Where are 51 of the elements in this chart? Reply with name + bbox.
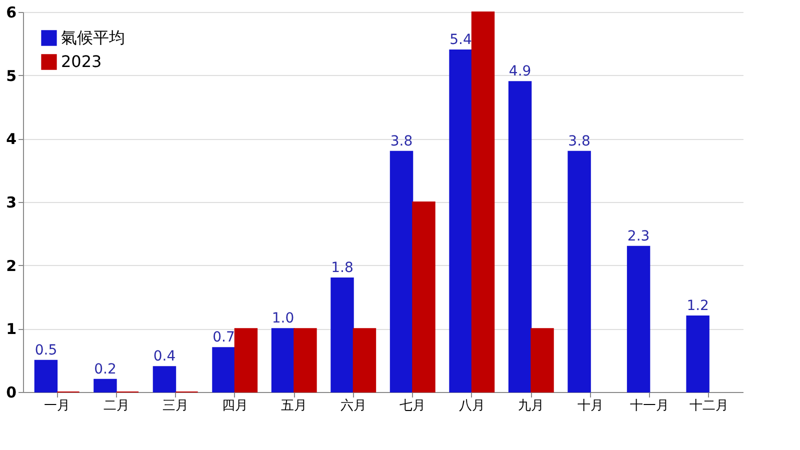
data-label: 4.9 [508, 64, 532, 80]
bar [568, 150, 591, 392]
data-label: 5.4 [450, 32, 472, 48]
bar [271, 328, 295, 392]
data-label: 3.8 [568, 133, 590, 150]
y-tick-label: 1 [6, 320, 16, 338]
data-label: 1.8 [331, 260, 354, 276]
x-tick-label: 三月 [162, 398, 189, 414]
bar [508, 81, 532, 392]
x-tick-label: 二月 [103, 398, 130, 414]
x-tick-label: 七月 [400, 398, 426, 414]
data-label: 1.2 [686, 298, 709, 314]
x-tick-label: 五月 [281, 398, 308, 414]
data-label: 0.2 [94, 361, 116, 378]
bar [626, 246, 650, 392]
data-label: 2.3 [627, 228, 650, 244]
y-tick-label: 6 [6, 4, 16, 22]
x-tick-label: 六月 [340, 398, 366, 414]
data-label: 3.8 [390, 133, 413, 150]
legend-label: 2023 [61, 52, 102, 71]
x-tick-label: 十月 [577, 398, 604, 414]
bar [412, 202, 436, 392]
x-tick-label: 八月 [458, 398, 485, 414]
bar [34, 360, 58, 392]
bar [94, 378, 117, 392]
data-label: 1.0 [272, 310, 294, 327]
bar [530, 328, 554, 392]
bar [294, 328, 317, 392]
x-tick-label: 十一月 [630, 398, 670, 414]
bar [352, 328, 376, 392]
x-tick-label: 一月 [44, 398, 70, 414]
y-tick-label: 3 [6, 194, 16, 212]
bar [152, 366, 176, 392]
y-tick-label: 2 [6, 256, 16, 275]
x-tick-label: 四月 [222, 398, 248, 414]
bar [330, 278, 354, 392]
bar [449, 50, 472, 392]
bar [686, 316, 710, 392]
legend-label: 氣候平均 [61, 28, 125, 47]
data-label: 0.5 [34, 342, 58, 358]
bar [390, 150, 414, 392]
bar [471, 12, 495, 392]
y-tick-label: 4 [6, 130, 16, 148]
data-label: 0.7 [212, 330, 235, 346]
data-label: 0.4 [153, 348, 176, 365]
bar [234, 328, 258, 392]
x-tick-label: 十二月 [689, 398, 728, 414]
x-tick-label: 九月 [518, 398, 544, 414]
y-tick-label: 5 [6, 66, 16, 85]
bar [212, 347, 236, 392]
y-tick-label: 0 [6, 384, 16, 402]
